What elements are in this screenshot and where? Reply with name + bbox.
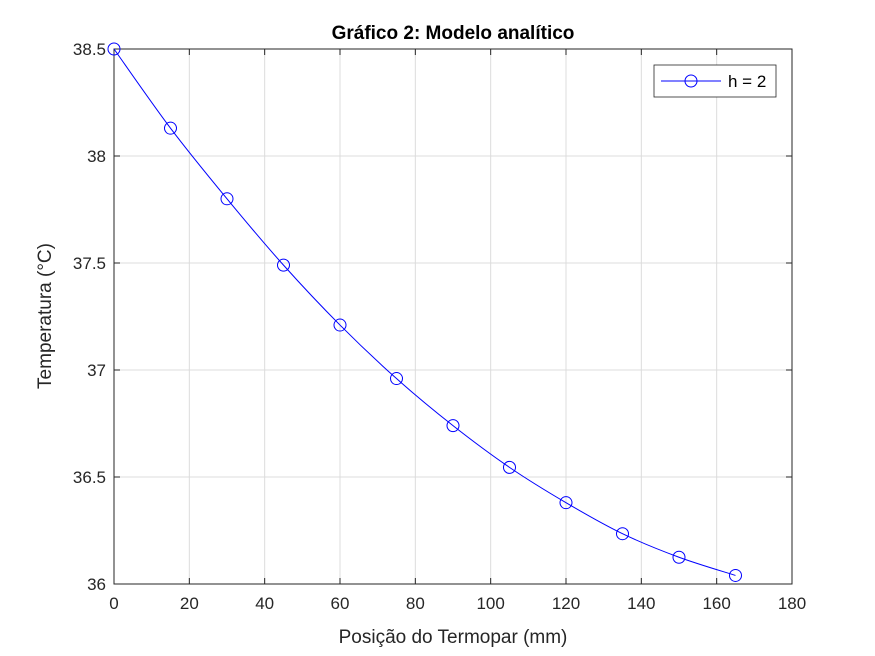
series-line [113,48,736,576]
legend-marker-circle [684,74,698,88]
y-tick-label: 37.5 [73,254,106,273]
x-tick-label: 160 [702,594,730,613]
y-tick-label: 36 [87,575,106,594]
data-point [277,258,290,272]
y-tick-label: 36.5 [73,468,106,487]
x-tick-label: 20 [180,594,199,613]
data-point [107,42,121,56]
x-tick-label: 120 [552,594,580,613]
x-axis-title: Posição do Termopar (mm) [339,627,568,648]
data-point [164,121,177,135]
data-point [672,550,686,564]
data-point [616,527,629,541]
data-point [333,318,347,332]
x-tick-label: 80 [406,594,425,613]
legend: h = 2 [653,64,777,98]
x-tick-label: 180 [778,594,806,613]
data-point [220,192,234,206]
data-point [729,568,742,582]
y-tick-label: 38 [87,147,106,166]
data-point [559,496,573,510]
plot-border [113,48,793,585]
axis-ticks: 0 20 40 60 80 100 120 140 160 180 36 36.5 37 37.5 38 38… [73,40,806,613]
data-point [390,372,403,386]
legend-label: h = 2 [728,72,766,91]
chart-title: Gráfico 2: Modelo analítico [332,23,575,44]
x-tick-label: 60 [331,594,350,613]
x-tick-label: 40 [255,594,274,613]
data-point [446,419,460,433]
x-tick-label: 0 [109,594,118,613]
x-tick-label: 100 [476,594,504,613]
y-axis-title: Temperatura (°C) [35,243,56,389]
x-tick-label: 140 [627,594,655,613]
y-tick-label: 38.5 [73,40,106,59]
plot-area [114,49,792,584]
data-point [503,460,516,474]
y-tick-label: 37 [87,361,106,380]
series-layer [107,42,742,582]
